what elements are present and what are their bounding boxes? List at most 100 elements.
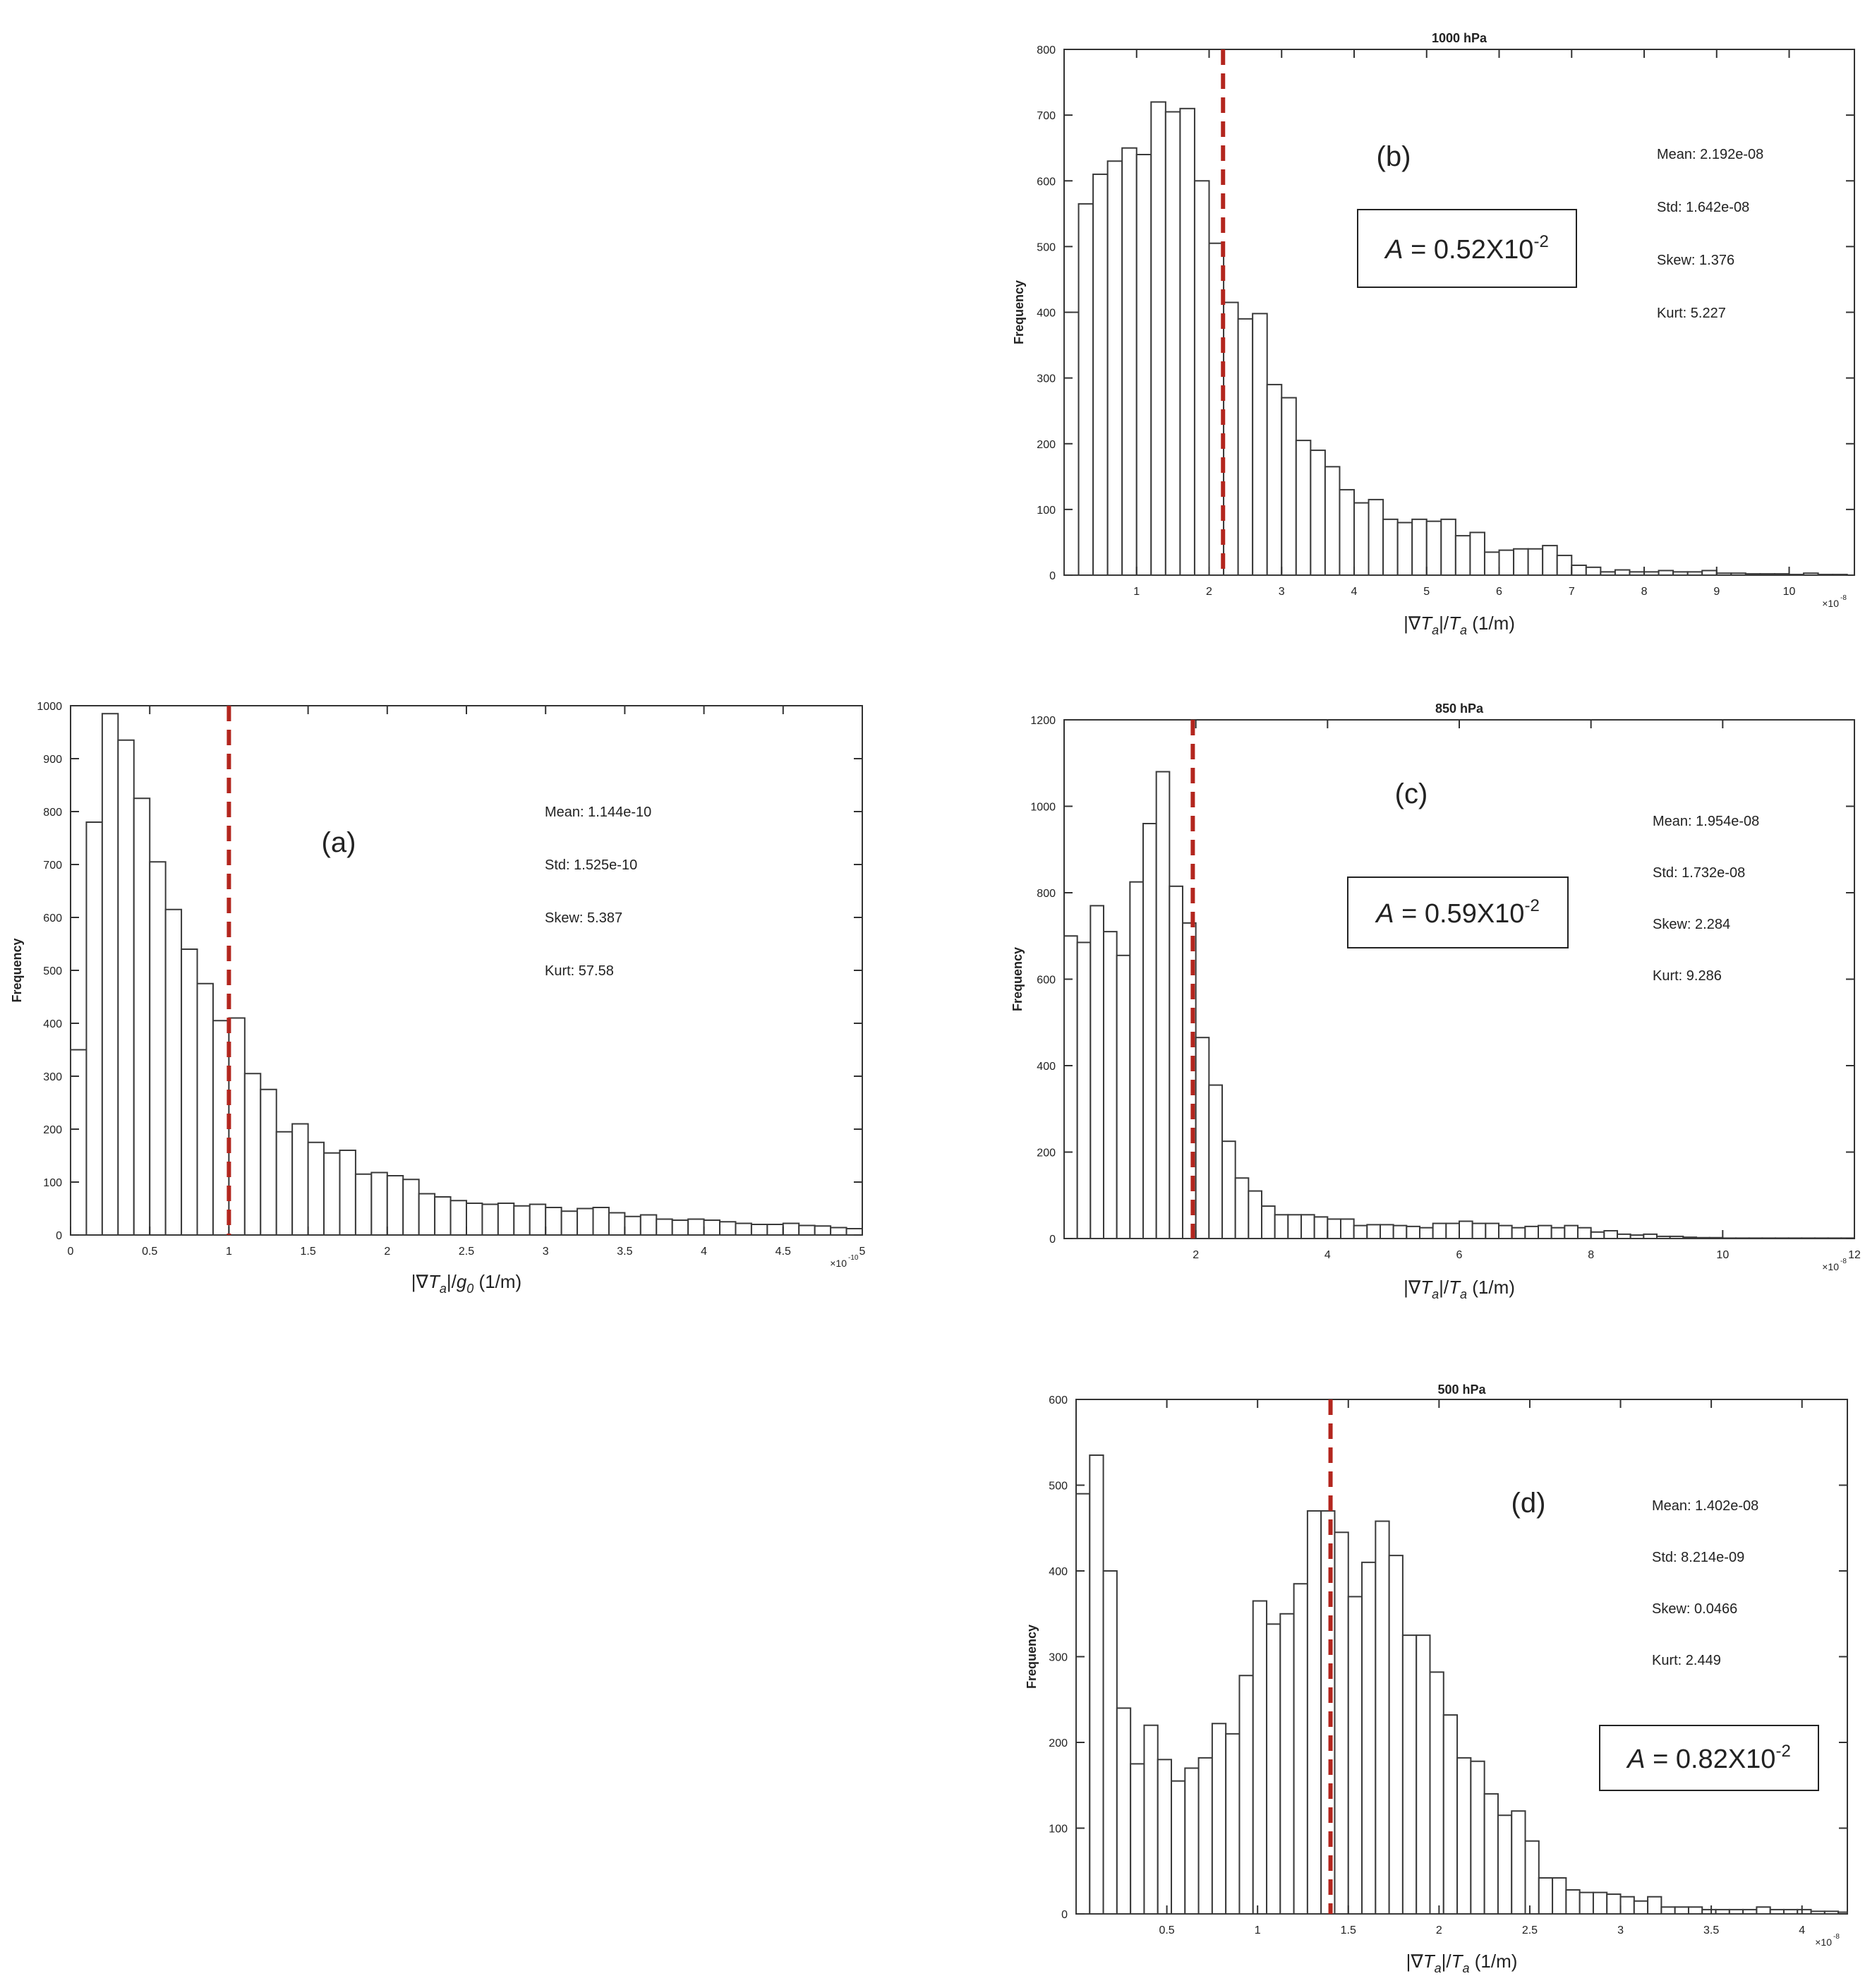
bar-a: [307, 1141, 325, 1236]
x-axis-label-part: a: [1435, 1961, 1442, 1975]
bar-d: [1320, 1510, 1336, 1915]
x-axis-label-part: |/: [447, 1271, 457, 1292]
x-tick-label: 2: [384, 1246, 390, 1258]
bar-c: [1208, 1084, 1224, 1239]
bar-d: [1388, 1555, 1404, 1915]
x-axis-label-part: (1/m): [1467, 613, 1515, 634]
bar-d: [1252, 1600, 1268, 1915]
bar-d: [1483, 1793, 1499, 1915]
bar-a: [814, 1225, 832, 1236]
bar-a: [497, 1203, 515, 1236]
bar-c: [1366, 1224, 1382, 1240]
annotation-power: -2: [1533, 232, 1548, 251]
bar-a: [449, 1200, 467, 1236]
y-tick-label: 0: [1049, 1234, 1056, 1246]
x-axis-label-part: T: [428, 1271, 441, 1292]
bar-a: [481, 1203, 499, 1236]
bar-d: [1524, 1840, 1540, 1915]
bar-a: [402, 1179, 420, 1236]
y-tick-label: 300: [1049, 1652, 1068, 1664]
x-tick-label: 4: [1324, 1249, 1331, 1261]
bar-c: [1380, 1224, 1394, 1240]
x-tick-label: 0: [68, 1246, 74, 1258]
bar-c: [1708, 1236, 1724, 1240]
x-axis-label: |∇Ta|/Ta (1/m): [1406, 1951, 1518, 1975]
y-tick-label: 600: [1049, 1394, 1068, 1406]
bar-a: [275, 1131, 294, 1236]
bar-d: [1456, 1757, 1472, 1915]
y-tick-label: 600: [1037, 176, 1056, 188]
bar-d: [1592, 1891, 1608, 1915]
x-tick-label: 0.5: [142, 1246, 157, 1258]
x-tick-label: 4: [701, 1246, 707, 1258]
x-exponent-power: -10: [848, 1254, 859, 1262]
bar-a: [656, 1218, 673, 1236]
x-axis-label-part: |∇: [411, 1271, 429, 1292]
bar-d: [1552, 1876, 1567, 1915]
bar-c: [1696, 1236, 1710, 1240]
x-axis-label-part: (1/m): [1467, 1277, 1515, 1298]
bar-c: [1353, 1224, 1368, 1239]
stat-text: Kurt: 57.58: [545, 963, 614, 979]
bar-b: [1295, 440, 1312, 576]
bar-d: [1742, 1908, 1758, 1915]
bar-b: [1135, 154, 1152, 576]
bar-c: [1116, 954, 1131, 1239]
x-axis-label-part: (1/m): [473, 1271, 521, 1292]
bar-c: [1761, 1237, 1776, 1239]
stat-text: Skew: 0.0466: [1652, 1601, 1737, 1617]
x-axis-label-part: |∇: [1404, 1277, 1421, 1298]
x-axis-label-part: a: [440, 1282, 447, 1296]
bar-a: [370, 1171, 388, 1236]
bar-b: [1411, 518, 1428, 576]
bar-c: [1340, 1218, 1355, 1239]
bar-b: [1759, 573, 1775, 577]
bar-c: [1577, 1227, 1592, 1239]
x-tick-label: 1.5: [300, 1246, 315, 1258]
x-exponent: ×10: [830, 1258, 847, 1269]
bar-a: [101, 713, 119, 1236]
x-tick-label: 2: [1206, 586, 1212, 598]
bar-b: [1600, 571, 1616, 576]
x-axis-label-part: T: [1449, 1277, 1461, 1298]
bar-c: [1419, 1227, 1434, 1239]
bar-c: [1459, 1220, 1473, 1239]
bar-d: [1756, 1906, 1771, 1915]
x-tick-label: 12: [1848, 1249, 1861, 1261]
bar-a: [766, 1224, 784, 1236]
bar-b: [1440, 518, 1456, 576]
bar-c: [1406, 1225, 1421, 1239]
bar-a: [434, 1196, 452, 1236]
bar-c: [1129, 881, 1145, 1239]
bar-b: [1527, 548, 1544, 576]
bar-d: [1130, 1763, 1145, 1915]
x-exponent-power: -8: [1840, 1258, 1847, 1265]
annotation-box: [1599, 1725, 1819, 1791]
bar-a: [243, 1073, 262, 1236]
bar-d: [1429, 1671, 1444, 1915]
bar-d: [1238, 1675, 1254, 1915]
bar-c: [1814, 1237, 1829, 1239]
annotation-value: = 0.59X10: [1394, 899, 1525, 929]
chart-title: 850 hPa: [1435, 701, 1484, 716]
bar-a: [164, 908, 183, 1236]
bar-c: [1471, 1222, 1487, 1239]
bar-b: [1542, 545, 1558, 576]
bar-c: [1090, 905, 1105, 1239]
x-tick-label: 2: [1193, 1249, 1199, 1261]
stat-text: Skew: 5.387: [545, 910, 622, 926]
y-tick-label: 900: [43, 754, 62, 766]
bar-c: [1590, 1231, 1605, 1239]
y-tick-label: 100: [43, 1177, 62, 1189]
x-axis-label-part: (1/m): [1470, 1951, 1518, 1972]
bar-c: [1485, 1222, 1499, 1239]
bar-b: [1803, 572, 1819, 576]
bar-b: [1368, 498, 1384, 576]
y-tick-label: 500: [1049, 1481, 1068, 1493]
x-exponent-power: -8: [1833, 1933, 1840, 1941]
y-tick-label: 400: [1037, 1061, 1056, 1073]
bar-d: [1171, 1780, 1186, 1915]
bar-d: [1143, 1724, 1159, 1915]
x-tick-label: 3: [1279, 586, 1285, 598]
bar-d: [1660, 1906, 1676, 1915]
